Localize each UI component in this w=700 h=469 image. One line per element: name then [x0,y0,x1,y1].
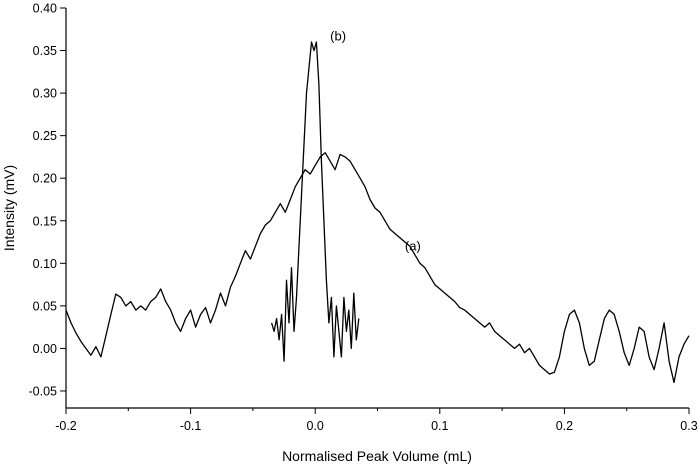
series-annotations: (a) (b) [330,28,421,253]
x-tick-label: -0.1 [180,419,202,433]
y-tick-label: 0.25 [33,129,57,143]
y-tick-label: 0.15 [33,214,57,228]
y-axis-title: Intensity (mV) [1,165,17,251]
y-tick-label: 0.10 [33,257,57,271]
x-axis-title: Normalised Peak Volume (mL) [282,448,472,464]
x-ticks: -0.2 -0.1 0.0 0.1 0.2 0.3 [55,408,698,433]
y-tick-label: -0.05 [29,384,58,398]
x-tick-label: 0.3 [680,419,697,433]
x-tick-label: 0.2 [556,419,573,433]
y-tick-label: 0.00 [33,342,57,356]
x-tick-label: -0.2 [55,419,77,433]
x-tick-label: 0.1 [431,419,448,433]
y-tick-label: 0.20 [33,172,57,186]
y-ticks: -0.05 0.00 0.05 0.10 0.15 0.20 0.25 0.30 0.35 0.4… [29,2,66,398]
y-tick-label: 0.40 [33,2,57,16]
y-tick-label: 0.35 [33,44,57,58]
y-tick-label: 0.30 [33,87,57,101]
plot-area: -0.2 -0.1 0.0 0.1 0.2 0.3 -0.05 0.00 0.05 0.10 0.… [29,2,698,434]
x-tick-label: 0.0 [307,419,324,433]
series-label-a: (a) [405,239,421,254]
y-tick-label: 0.05 [33,299,57,313]
series-line-b [270,41,360,362]
series-group [65,41,690,384]
series-label-b: (b) [330,28,346,43]
series-line-a [65,152,690,384]
